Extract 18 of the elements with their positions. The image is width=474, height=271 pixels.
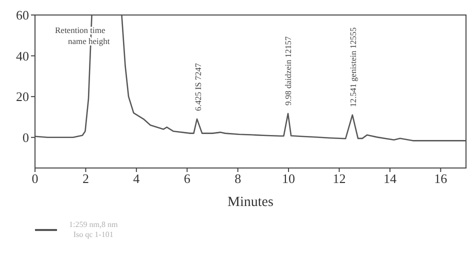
legend-label: 1:259 nm,8 nm Iso qc 1-101 (69, 220, 118, 240)
annotation: 12.541 genistein 12555 (348, 27, 358, 107)
x-tick-label: 12 (332, 171, 346, 186)
x-tick-label: 16 (434, 171, 448, 186)
x-axis-title: Minutes (228, 195, 274, 210)
y-tick-label: 40 (16, 48, 29, 64)
x-tick-label: 4 (133, 171, 140, 186)
annotation: 9.98 daidzein 12157 (283, 36, 294, 106)
x-tick-label: 14 (383, 171, 397, 186)
y-tick-label: 0 (22, 130, 29, 146)
annotation: 6.425 IS 7247 (192, 63, 203, 112)
x-tick-label: 2 (82, 171, 89, 186)
x-tick-label: 0 (32, 171, 38, 186)
y-tick-label: 20 (16, 89, 29, 104)
x-tick-label: 10 (282, 171, 296, 186)
y-tick-label: 60 (16, 8, 29, 23)
x-tick-label: 8 (234, 171, 242, 186)
x-tick-label: 6 (184, 171, 191, 186)
